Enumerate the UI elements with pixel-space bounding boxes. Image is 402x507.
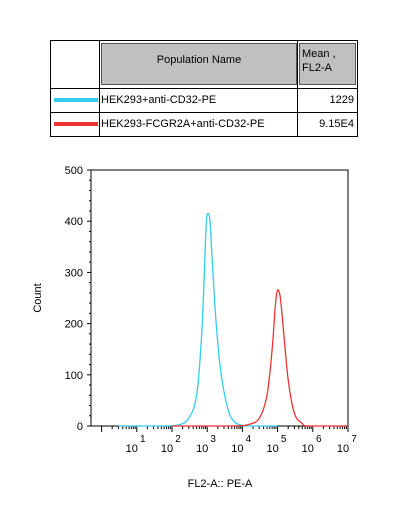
legend-header-mean-line2: FL2-A (302, 62, 332, 74)
x-tick-label-exponent: 3 (210, 434, 216, 445)
x-tick-label: 10 (302, 443, 314, 455)
y-tick-label: 400 (65, 216, 83, 228)
x-tick-label-exponent: 7 (351, 434, 357, 445)
y-tick-label: 0 (77, 421, 83, 433)
x-tick-label: 10 (126, 443, 138, 455)
y-tick-label: 100 (65, 370, 83, 382)
x-tick-label-exponent: 2 (175, 434, 181, 445)
legend-table: Population Name Mean , FL2-A HEK293+anti… (50, 40, 358, 137)
series-line-hek293 (118, 212, 278, 427)
legend-row-name: HEK293-FCGR2A+anti-CD32-PE (101, 118, 265, 130)
series-group (118, 212, 348, 427)
legend-row-mean: 1229 (329, 94, 354, 106)
legend-swatch-hek293-fcgr2a (54, 122, 98, 126)
y-axis-label: Count (32, 283, 44, 312)
x-tick-label-exponent: 5 (281, 434, 287, 445)
x-tick-label: 10 (337, 443, 349, 455)
legend-row-mean: 9.15E4 (319, 118, 354, 130)
x-tick-label: 10 (161, 443, 173, 455)
legend-header-mean: Mean , FL2-A (299, 43, 356, 85)
plot-frame (90, 169, 349, 427)
x-tick-label: 10 (196, 443, 208, 455)
x-axis-label: FL2-A:: PE-A (188, 478, 253, 490)
x-tick-label: 10 (266, 443, 278, 455)
x-tick-label-exponent: 1 (140, 434, 146, 445)
y-tick-label: 300 (65, 267, 83, 279)
x-tick-label-exponent: 6 (316, 434, 322, 445)
legend-divider (51, 112, 357, 113)
y-tick-label: 500 (65, 165, 83, 177)
x-tick-label: 10 (231, 443, 243, 455)
y-tick-label: 200 (65, 319, 83, 331)
x-tick-label-exponent: 4 (246, 434, 252, 445)
legend-header-mean-line1: Mean , (302, 48, 336, 60)
y-axis: 0 100 200 300 400 500 (65, 165, 91, 433)
legend-swatch-hek293 (54, 98, 98, 102)
legend-divider (51, 88, 357, 89)
legend-row-name: HEK293+anti-CD32-PE (101, 94, 217, 106)
series-line-hek293-fcgr2a (171, 289, 348, 427)
legend-header-population-name: Population Name (101, 43, 297, 85)
